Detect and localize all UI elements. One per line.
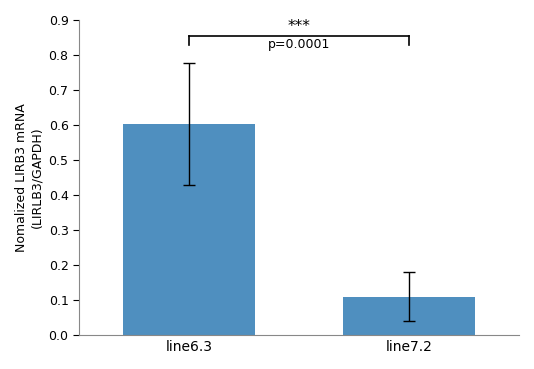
Text: ***: *** [287, 19, 310, 34]
Bar [123, 124, 255, 335]
Bar [343, 297, 475, 335]
Text: p=0.0001: p=0.0001 [268, 38, 330, 51]
Y-axis label: Nomalized LIRB3 mRNA
(LIRLB3/GAPDH): Nomalized LIRB3 mRNA (LIRLB3/GAPDH) [15, 103, 43, 252]
